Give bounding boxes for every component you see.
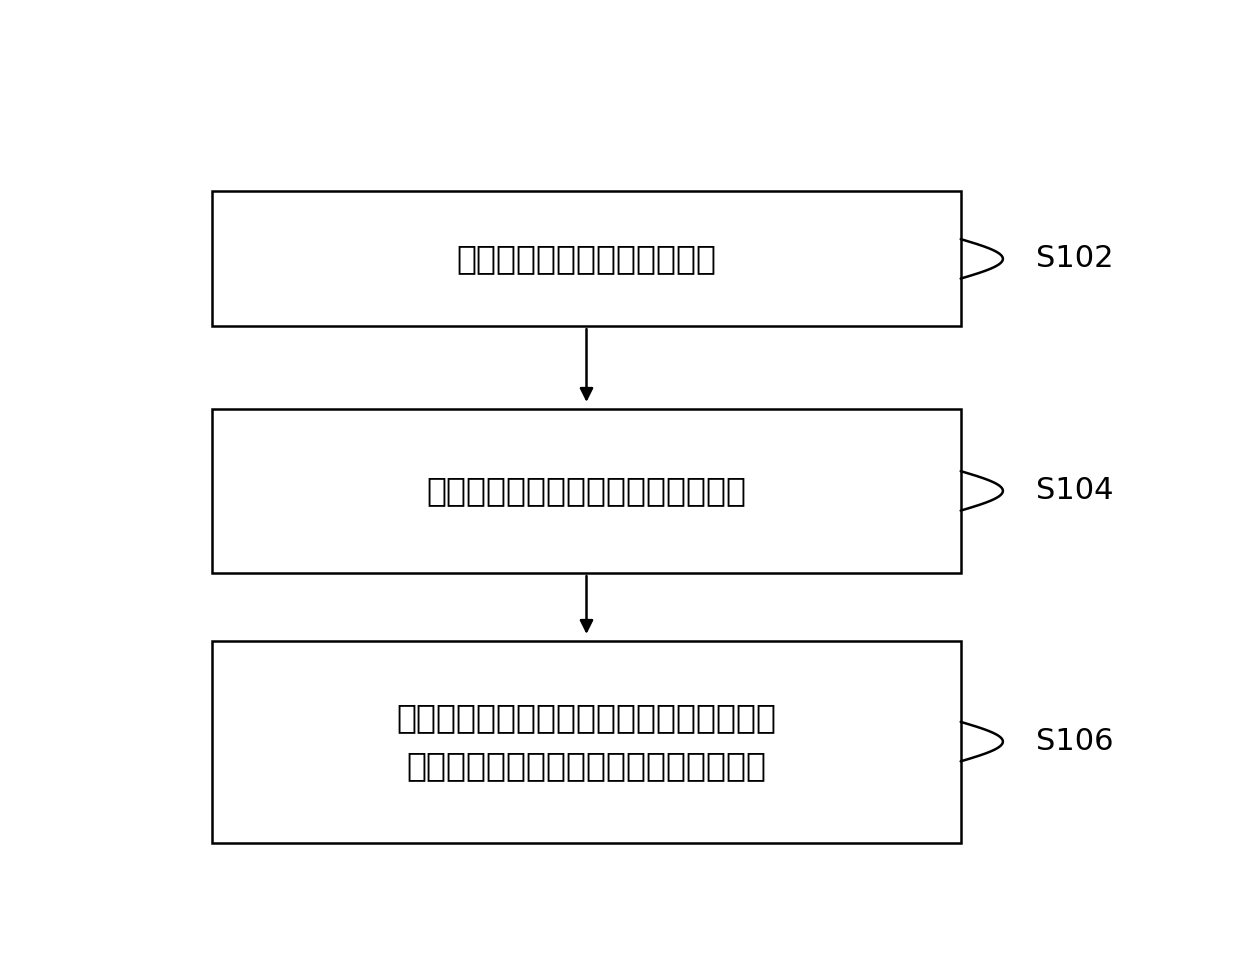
Text: S102: S102 (1036, 244, 1114, 273)
Bar (213, 641, 961, 843)
Text: S104: S104 (1036, 476, 1114, 505)
Bar (213, 408, 961, 573)
Text: 获取多个准确率中不满足预设条件的准确率
对应的交易记录数据，得到交易异常数据: 获取多个准确率中不满足预设条件的准确率 对应的交易记录数据，得到交易异常数据 (396, 701, 776, 782)
Bar (213, 191, 961, 327)
Text: 根据交易记录数据，得到多个准确率: 根据交易记录数据，得到多个准确率 (427, 474, 747, 507)
Text: 获取电动汽车的交易记录数据: 获取电动汽车的交易记录数据 (457, 242, 717, 275)
Text: S106: S106 (1036, 727, 1114, 756)
